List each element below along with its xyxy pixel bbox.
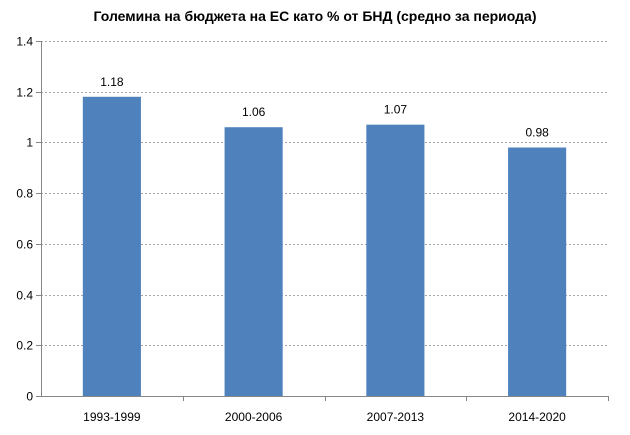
- bar: [82, 96, 141, 397]
- data-label: 1.06: [242, 105, 266, 119]
- bar: [366, 124, 425, 396]
- chart-title: Големина на бюджета на ЕС като % от БНД …: [93, 8, 537, 24]
- y-tick-label: 1.2: [16, 86, 33, 100]
- bar: [508, 147, 567, 396]
- bar: [224, 127, 283, 396]
- y-tick-label: 1.4: [16, 35, 33, 49]
- bars: 1.18 1.06 1.07 0.98: [82, 75, 567, 397]
- y-tick-label: 0.8: [16, 187, 33, 201]
- y-tick-label: 1: [26, 136, 33, 150]
- y-tick-label: 0.4: [16, 289, 33, 303]
- x-tick-label: 2000-2006: [225, 410, 283, 424]
- x-axis: 1993-1999 2000-2006 2007-2013 2014-2020: [41, 396, 609, 424]
- y-axis: 0 0.2 0.4 0.6 0.8 1 1.2 1.4: [16, 35, 42, 404]
- y-tick-label: 0: [26, 390, 33, 404]
- data-label: 1.18: [100, 75, 124, 89]
- x-tick-label: 2007-2013: [367, 410, 425, 424]
- y-tick-label: 0.2: [16, 339, 33, 353]
- x-tick-label: 1993-1999: [83, 410, 141, 424]
- data-label: 1.07: [384, 103, 408, 117]
- x-tick-label: 2014-2020: [508, 410, 566, 424]
- data-label: 0.98: [525, 126, 549, 140]
- y-tick-label: 0.6: [16, 238, 33, 252]
